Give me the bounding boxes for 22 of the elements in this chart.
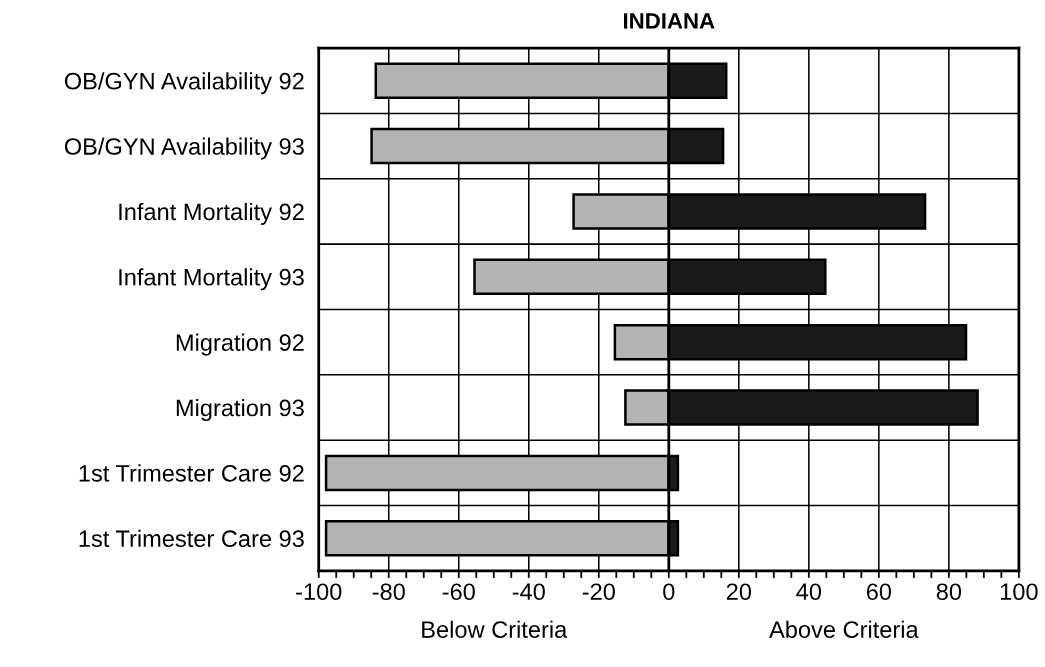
x-tick-label: 80 [936, 583, 962, 601]
y-tick-label: Migration 92 [176, 333, 304, 356]
x-tick-label: 60 [866, 583, 892, 601]
y-tick-label: Infant Mortality 92 [119, 202, 304, 225]
y-tick-label: 1st Trimester Care 93 [79, 529, 304, 548]
chart-title: INDIANA [623, 13, 715, 29]
x-tick-label: -40 [512, 583, 545, 601]
x-tick-label: -80 [372, 583, 405, 601]
text: Below Criteria [422, 620, 568, 638]
y-tick-label: Infant Mortality 93 [119, 268, 304, 291]
x-tick-label: -20 [582, 583, 615, 601]
x-tick-label: 100 [1000, 583, 1038, 601]
x-tick-label: 40 [796, 583, 822, 601]
x-tick-label: -60 [442, 583, 475, 601]
x-tick-label: -100 [296, 583, 342, 601]
text: Above Criteria [769, 620, 919, 638]
y-tick-label: OB/GYN Availability 92 [64, 72, 304, 95]
y-tick-label: OB/GYN Availability 93 [64, 137, 304, 160]
y-tick-label: Migration 93 [176, 398, 304, 421]
y-tick-label: 1st Trimester Care 92 [79, 464, 304, 482]
x-tick-label: 0 [663, 583, 675, 601]
x-tick-label: 20 [726, 583, 752, 601]
